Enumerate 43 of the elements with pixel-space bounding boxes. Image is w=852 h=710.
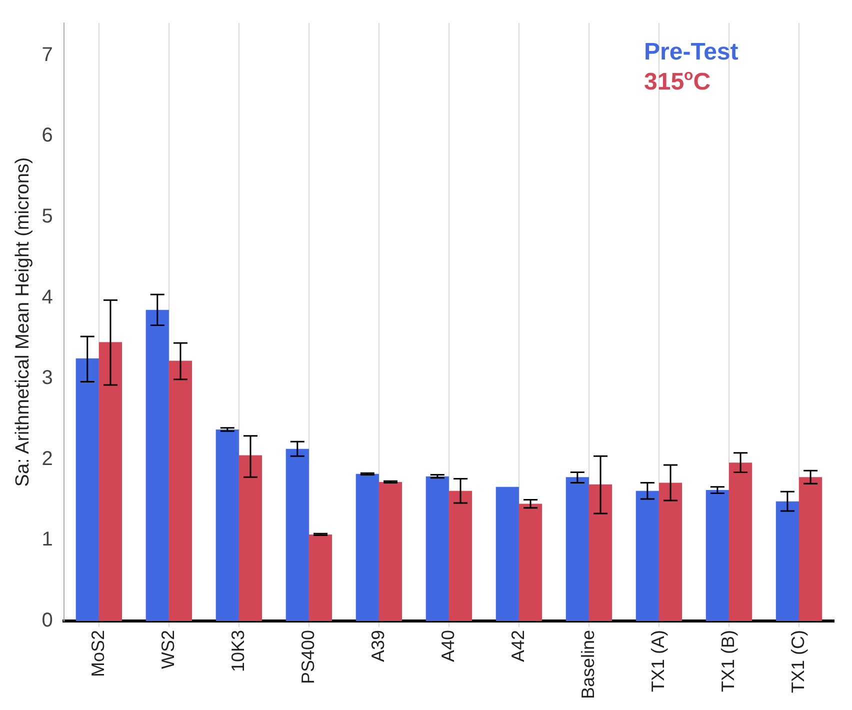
bar bbox=[146, 310, 169, 621]
bar bbox=[426, 476, 449, 621]
bar bbox=[308, 534, 332, 621]
x-tick-label: TX1 (B) bbox=[718, 630, 738, 692]
y-tick-label: 4 bbox=[42, 286, 53, 308]
bar bbox=[238, 455, 262, 621]
y-tick-label: 7 bbox=[42, 44, 53, 66]
bar bbox=[496, 486, 519, 621]
bar bbox=[286, 448, 309, 621]
y-tick-label: 3 bbox=[42, 367, 53, 390]
y-tick-label: 1 bbox=[42, 528, 53, 551]
bar bbox=[588, 484, 612, 621]
bar bbox=[566, 477, 589, 621]
bar bbox=[98, 342, 122, 621]
bar bbox=[518, 504, 542, 621]
y-tick-label: 0 bbox=[42, 609, 53, 632]
y-tick-label: 5 bbox=[42, 205, 53, 228]
x-tick-label: Baseline bbox=[578, 630, 598, 699]
bar bbox=[378, 482, 402, 621]
x-tick-label: A39 bbox=[368, 630, 388, 662]
x-tick-label: WS2 bbox=[158, 630, 178, 669]
y-tick-label: 6 bbox=[42, 124, 53, 147]
bar bbox=[356, 474, 379, 621]
bar bbox=[76, 358, 99, 621]
bar bbox=[798, 477, 822, 621]
x-tick-label: 10K3 bbox=[228, 630, 248, 672]
y-tick-label: 2 bbox=[42, 448, 53, 470]
bar bbox=[636, 490, 659, 621]
x-tick-label: A40 bbox=[438, 630, 458, 662]
bar bbox=[168, 360, 192, 621]
bar bbox=[658, 482, 682, 621]
bar bbox=[706, 490, 729, 621]
x-tick-label: A42 bbox=[508, 630, 528, 662]
x-tick-label: TX1 (C) bbox=[788, 630, 808, 693]
bar bbox=[448, 490, 472, 621]
y-axis-title: Sa: Arithmetical Mean Height (microns) bbox=[12, 157, 34, 487]
bar bbox=[216, 429, 239, 621]
x-tick-label: MoS2 bbox=[88, 630, 108, 677]
text: Pre-Test bbox=[644, 38, 738, 66]
bar bbox=[728, 462, 752, 621]
x-tick-label: TX1 (A) bbox=[648, 630, 668, 692]
x-tick-label: PS400 bbox=[298, 630, 318, 684]
bar bbox=[776, 501, 799, 621]
